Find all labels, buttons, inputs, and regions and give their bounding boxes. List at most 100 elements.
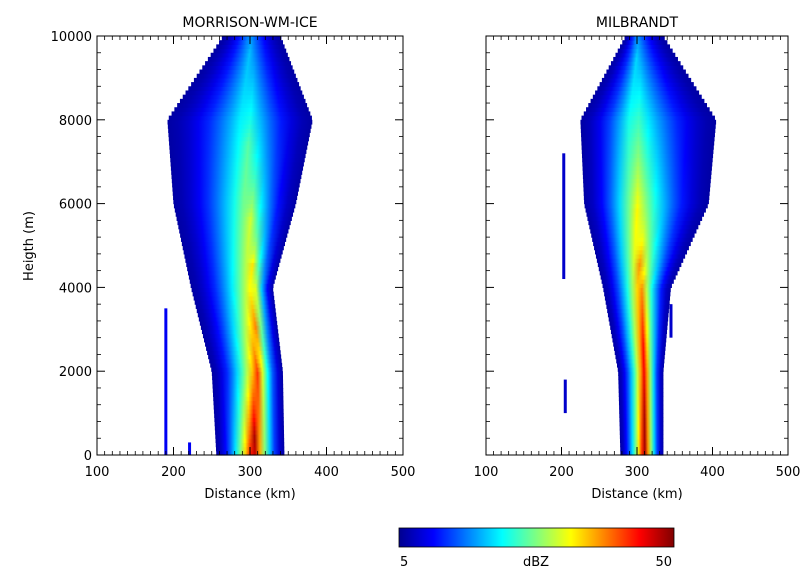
heatmap-row — [175, 211, 294, 217]
heatmap-row — [581, 132, 715, 138]
heatmap-row — [597, 86, 697, 92]
heatmap-row — [619, 425, 664, 431]
heatmap-row — [179, 228, 289, 234]
heatmap-row — [613, 346, 666, 351]
heatmap-row — [592, 94, 702, 100]
plot-area — [164, 36, 313, 456]
heatmap-row — [204, 337, 280, 343]
heatmap-row — [619, 417, 664, 423]
y-tick-label: 8000 — [59, 114, 92, 129]
heatmap-row — [583, 191, 710, 196]
heatmap-row — [169, 140, 309, 146]
heatmap-row — [170, 165, 304, 171]
heatmap-row — [595, 253, 686, 259]
x-tick-label: 300 — [238, 465, 263, 480]
heatmap-row — [586, 107, 710, 113]
heatmap-row — [199, 320, 278, 326]
heatmap-row — [582, 161, 713, 167]
heatmap-row — [200, 325, 278, 330]
heatmap-row — [213, 408, 284, 414]
heatmap-row — [211, 367, 283, 372]
x-axis-label: Distance (km) — [204, 487, 295, 502]
x-tick-label: 200 — [549, 465, 574, 480]
heatmap-row — [212, 383, 284, 389]
heatmap-row — [582, 157, 713, 163]
heatmap-row — [617, 48, 673, 54]
heatmap-row — [586, 211, 705, 217]
heatmap-row — [609, 320, 668, 326]
heatmap-row — [603, 287, 671, 293]
heatmap-row — [589, 224, 699, 230]
heatmap-row — [173, 203, 296, 209]
heatmap-row — [183, 249, 283, 255]
heatmap-row — [616, 362, 664, 368]
heatmap-row — [618, 375, 664, 381]
isolated-cell — [562, 153, 566, 280]
heatmap-row — [184, 253, 282, 259]
heatmap-row — [595, 90, 700, 96]
x-tick-label: 400 — [314, 465, 339, 480]
heatmap-row — [182, 245, 284, 251]
heatmap-row — [591, 232, 695, 238]
heatmap-row — [198, 316, 277, 322]
heatmap-row — [595, 249, 688, 255]
heatmap-row — [618, 379, 664, 385]
heatmap-row — [208, 354, 282, 360]
heatmap-row — [202, 333, 279, 339]
heatmap-row — [590, 98, 705, 104]
heatmap-row — [178, 224, 290, 230]
heatmap-row — [168, 115, 312, 121]
heatmap-row — [169, 153, 306, 159]
heatmap-row — [221, 36, 282, 41]
heatmap-row — [599, 270, 678, 276]
heatmap-row — [192, 291, 274, 297]
heatmap-row — [587, 216, 703, 221]
heatmap-row — [172, 191, 299, 196]
heatmap-row — [619, 421, 664, 427]
x-tick-label: 100 — [474, 465, 499, 480]
heatmap-row — [199, 69, 295, 75]
heatmap-row — [171, 174, 302, 180]
heatmap-row — [215, 442, 285, 448]
heatmap-row — [171, 178, 301, 184]
colorbar: 5 dBZ 50 — [398, 527, 675, 569]
heatmap-row — [172, 182, 300, 188]
heatmap-row — [171, 170, 303, 175]
heatmap-row — [177, 220, 291, 226]
heatmap-row — [583, 186, 711, 192]
heatmap-row — [604, 73, 689, 79]
isolated-cell — [188, 442, 192, 455]
heatmap-row — [581, 149, 714, 154]
heatmap-row — [179, 98, 306, 104]
heatmap-row — [619, 434, 664, 439]
heatmap-row — [580, 119, 717, 125]
heatmap-row — [188, 274, 276, 280]
heatmap-row — [182, 94, 304, 100]
heatmap-row — [191, 82, 300, 87]
colorbar-min-label: 5 — [400, 555, 408, 569]
heatmap-row — [170, 161, 304, 167]
heatmap-row — [620, 450, 664, 456]
x-tick-label: 500 — [391, 465, 416, 480]
axis-ticks: 100 200 300 400 500 — [474, 35, 800, 480]
heatmap-row — [206, 346, 281, 351]
heatmap-row — [168, 136, 309, 142]
y-tick-label: 6000 — [59, 198, 92, 213]
heatmap-row — [604, 291, 671, 297]
heatmap-row — [213, 396, 284, 402]
heatmap-row — [596, 258, 684, 263]
heatmap-row — [205, 341, 280, 347]
heatmap-row — [215, 429, 285, 435]
heatmap-row — [168, 128, 311, 133]
heatmap-row — [619, 429, 664, 435]
heatmap-row — [213, 392, 284, 397]
heatmap-row — [607, 312, 669, 318]
heatmap-row — [607, 308, 669, 314]
heatmap-row — [618, 400, 664, 406]
heatmap-row — [214, 421, 284, 427]
heatmap-row — [588, 103, 708, 108]
heatmap-row — [610, 61, 681, 66]
heatmap-row — [169, 149, 307, 154]
heatmap-row — [581, 140, 715, 146]
